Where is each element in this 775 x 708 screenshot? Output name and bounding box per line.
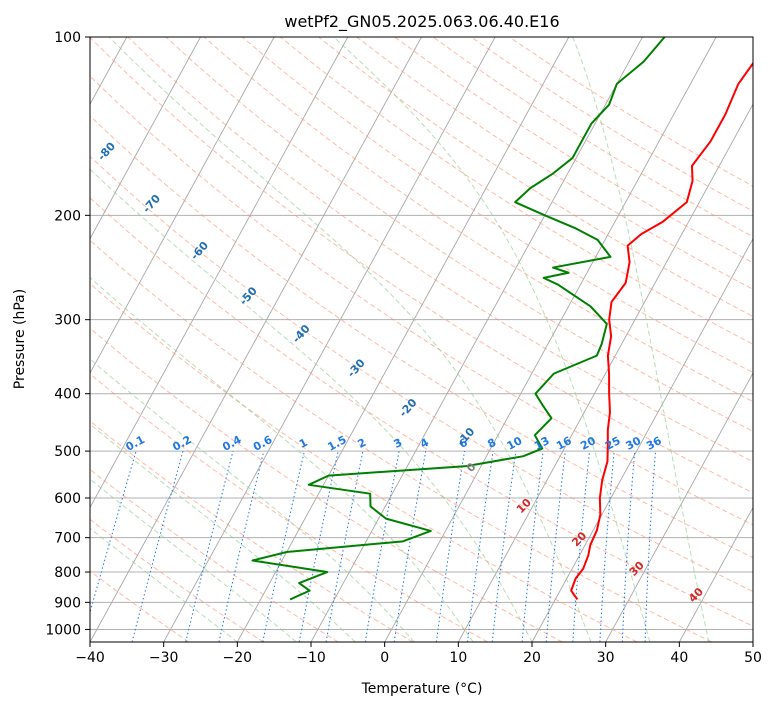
mixing-ratio-line xyxy=(491,451,517,642)
y-tick-label: 100 xyxy=(54,30,81,46)
dry-adiabat-line xyxy=(90,420,414,642)
x-tick-label: 50 xyxy=(744,650,762,666)
moist-adiabat-line xyxy=(90,423,356,642)
y-tick-label: 600 xyxy=(54,491,81,507)
moist-adiabat-line xyxy=(333,37,651,642)
y-tick-label: 400 xyxy=(54,387,81,403)
y-axis-label: Pressure (hPa) xyxy=(12,289,28,389)
dry-adiabat-line xyxy=(90,468,339,642)
y-tick-label: 1000 xyxy=(45,622,81,638)
mixing-ratio-line xyxy=(262,450,305,642)
mixing-ratio-line xyxy=(90,450,137,615)
y-tick-label: 500 xyxy=(54,444,81,460)
sounding-profiles xyxy=(251,37,753,601)
x-tick-label: −20 xyxy=(223,650,253,666)
mixing-ratio-line xyxy=(521,451,544,642)
mixing-ratio-label: 30 xyxy=(624,434,644,453)
mixing-ratio-label: 16 xyxy=(554,434,574,453)
moist-adiabat-line xyxy=(90,478,297,642)
x-tick-label: 40 xyxy=(670,650,688,666)
dry-adiabat-line xyxy=(90,373,488,642)
y-tick-label: 300 xyxy=(54,313,81,329)
x-tick-label: −40 xyxy=(75,650,105,666)
dry-adiabat-line xyxy=(90,283,638,642)
mixing-ratio-line xyxy=(218,450,265,642)
moist-adiabat-line xyxy=(90,168,533,642)
x-axis-label: Temperature (°C) xyxy=(361,681,483,697)
mixing-ratio-line xyxy=(435,451,466,642)
x-tick-label: −30 xyxy=(149,650,179,666)
mixing-ratio-line xyxy=(572,451,591,642)
mixing-ratio-line xyxy=(467,451,494,642)
isotherm-line xyxy=(531,237,753,642)
x-tick-label: 30 xyxy=(597,650,615,666)
dry-adiabat-line xyxy=(90,197,753,627)
dry-adiabat-line xyxy=(127,37,753,463)
isotherm-line xyxy=(90,37,349,509)
isotherm-line xyxy=(90,37,275,375)
y-tick-label: 200 xyxy=(54,208,81,224)
y-tick-label: 800 xyxy=(54,565,81,581)
isotherm-line xyxy=(678,506,753,642)
temperature-profile-line xyxy=(570,61,753,601)
isotherm-line xyxy=(90,37,201,240)
mixing-ratio-label: 10 xyxy=(505,434,525,453)
mixing-ratio-label: 36 xyxy=(644,434,664,453)
x-tick-label: 10 xyxy=(449,650,467,666)
mixing-ratio-label: 13 xyxy=(532,434,552,453)
y-tick-label: 900 xyxy=(54,595,81,611)
isotherm-line xyxy=(605,372,753,642)
dewpoint-profile-line xyxy=(251,37,666,601)
mixing-ratio-line xyxy=(185,450,234,642)
isotherm-line xyxy=(384,37,717,642)
x-tick-label: −10 xyxy=(296,650,326,666)
isotherm-line xyxy=(90,37,422,642)
dry-adiabat-line xyxy=(90,570,190,642)
x-tick-label: 20 xyxy=(523,650,541,666)
mixing-ratio-line xyxy=(131,450,184,642)
dry-adiabat-line xyxy=(280,37,753,345)
dry-adiabat-line xyxy=(90,155,753,593)
moist-adiabat-line xyxy=(572,37,710,642)
background-lines xyxy=(90,37,753,642)
x-tick-label: 0 xyxy=(380,650,389,666)
isotherm-line xyxy=(163,37,496,642)
plot-frame xyxy=(89,36,754,643)
moist-adiabat-line xyxy=(90,276,474,642)
y-tick-label: 700 xyxy=(54,531,81,547)
dry-adiabat-line xyxy=(241,37,753,374)
x-axis-ticks: −40 −30 −20 −10 0 10 20 30 40 50 xyxy=(75,642,762,666)
dry-adiabat-line xyxy=(90,115,753,559)
dry-adiabat-line xyxy=(90,239,712,642)
dry-adiabat-line xyxy=(90,37,753,494)
chart-title: wetPf2_GN05.2025.063.06.40.E16 xyxy=(284,12,559,32)
isotherm-line xyxy=(236,37,570,642)
mixing-ratio-label: 20 xyxy=(578,434,598,453)
y-axis-ticks: 1000 900 800 700 600 500 400 300 200 100 xyxy=(45,30,90,638)
isotherm-line xyxy=(457,103,753,642)
moist-adiabat-line xyxy=(108,37,592,642)
mixing-ratio-line xyxy=(545,451,566,642)
dry-adiabat-line xyxy=(318,37,753,318)
moist-adiabat-line xyxy=(90,358,415,642)
mixing-ratio-label: 25 xyxy=(603,434,623,453)
dry-adiabat-line xyxy=(90,518,264,642)
